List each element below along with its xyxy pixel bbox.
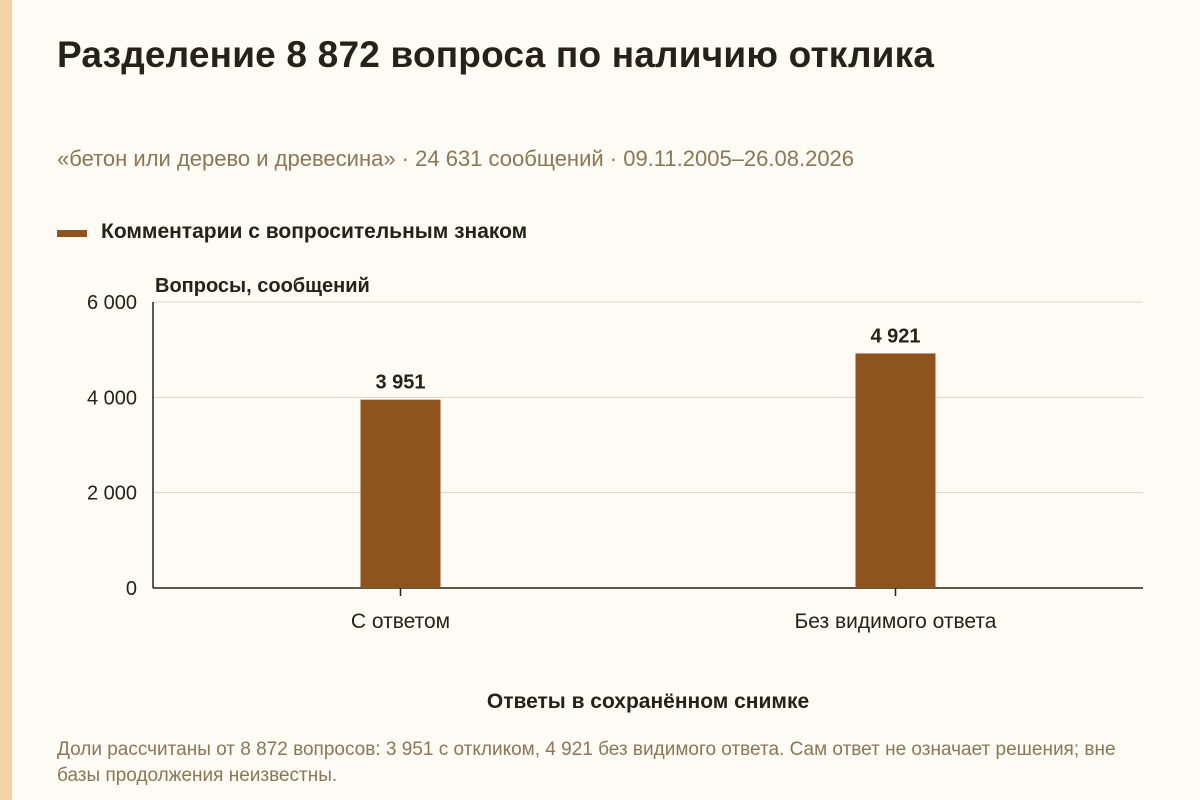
y-tick-label: 6 000	[87, 292, 137, 314]
footnote: Доли рассчитаны от 8 872 вопросов: 3 951…	[57, 739, 1116, 786]
chart-subtitle: «бетон или дерево и древесина» · 24 631 …	[57, 146, 855, 171]
bar	[360, 399, 441, 588]
y-tick-label: 4 000	[87, 387, 137, 409]
legend-label: Комментарии с вопросительным знаком	[101, 220, 528, 243]
bar-value-label: 4 921	[870, 325, 920, 347]
bar-value-label: 3 951	[375, 372, 425, 394]
legend-swatch	[57, 229, 87, 237]
accent-stripe	[0, 0, 12, 800]
y-tick-label: 0	[126, 578, 137, 600]
x-axis-label: Ответы в сохранённом снимке	[487, 690, 809, 713]
legend: Комментарии с вопросительным знаком	[57, 220, 527, 244]
x-tick-label: С ответом	[351, 610, 450, 633]
x-tick-label: Без видимого ответа	[795, 610, 997, 633]
chart-title: Разделение 8 872 вопроса по наличию откл…	[57, 34, 935, 75]
bar	[855, 353, 936, 588]
y-axis-label: Вопросы, сообщений	[155, 275, 370, 297]
y-tick-label: 2 000	[87, 483, 137, 505]
